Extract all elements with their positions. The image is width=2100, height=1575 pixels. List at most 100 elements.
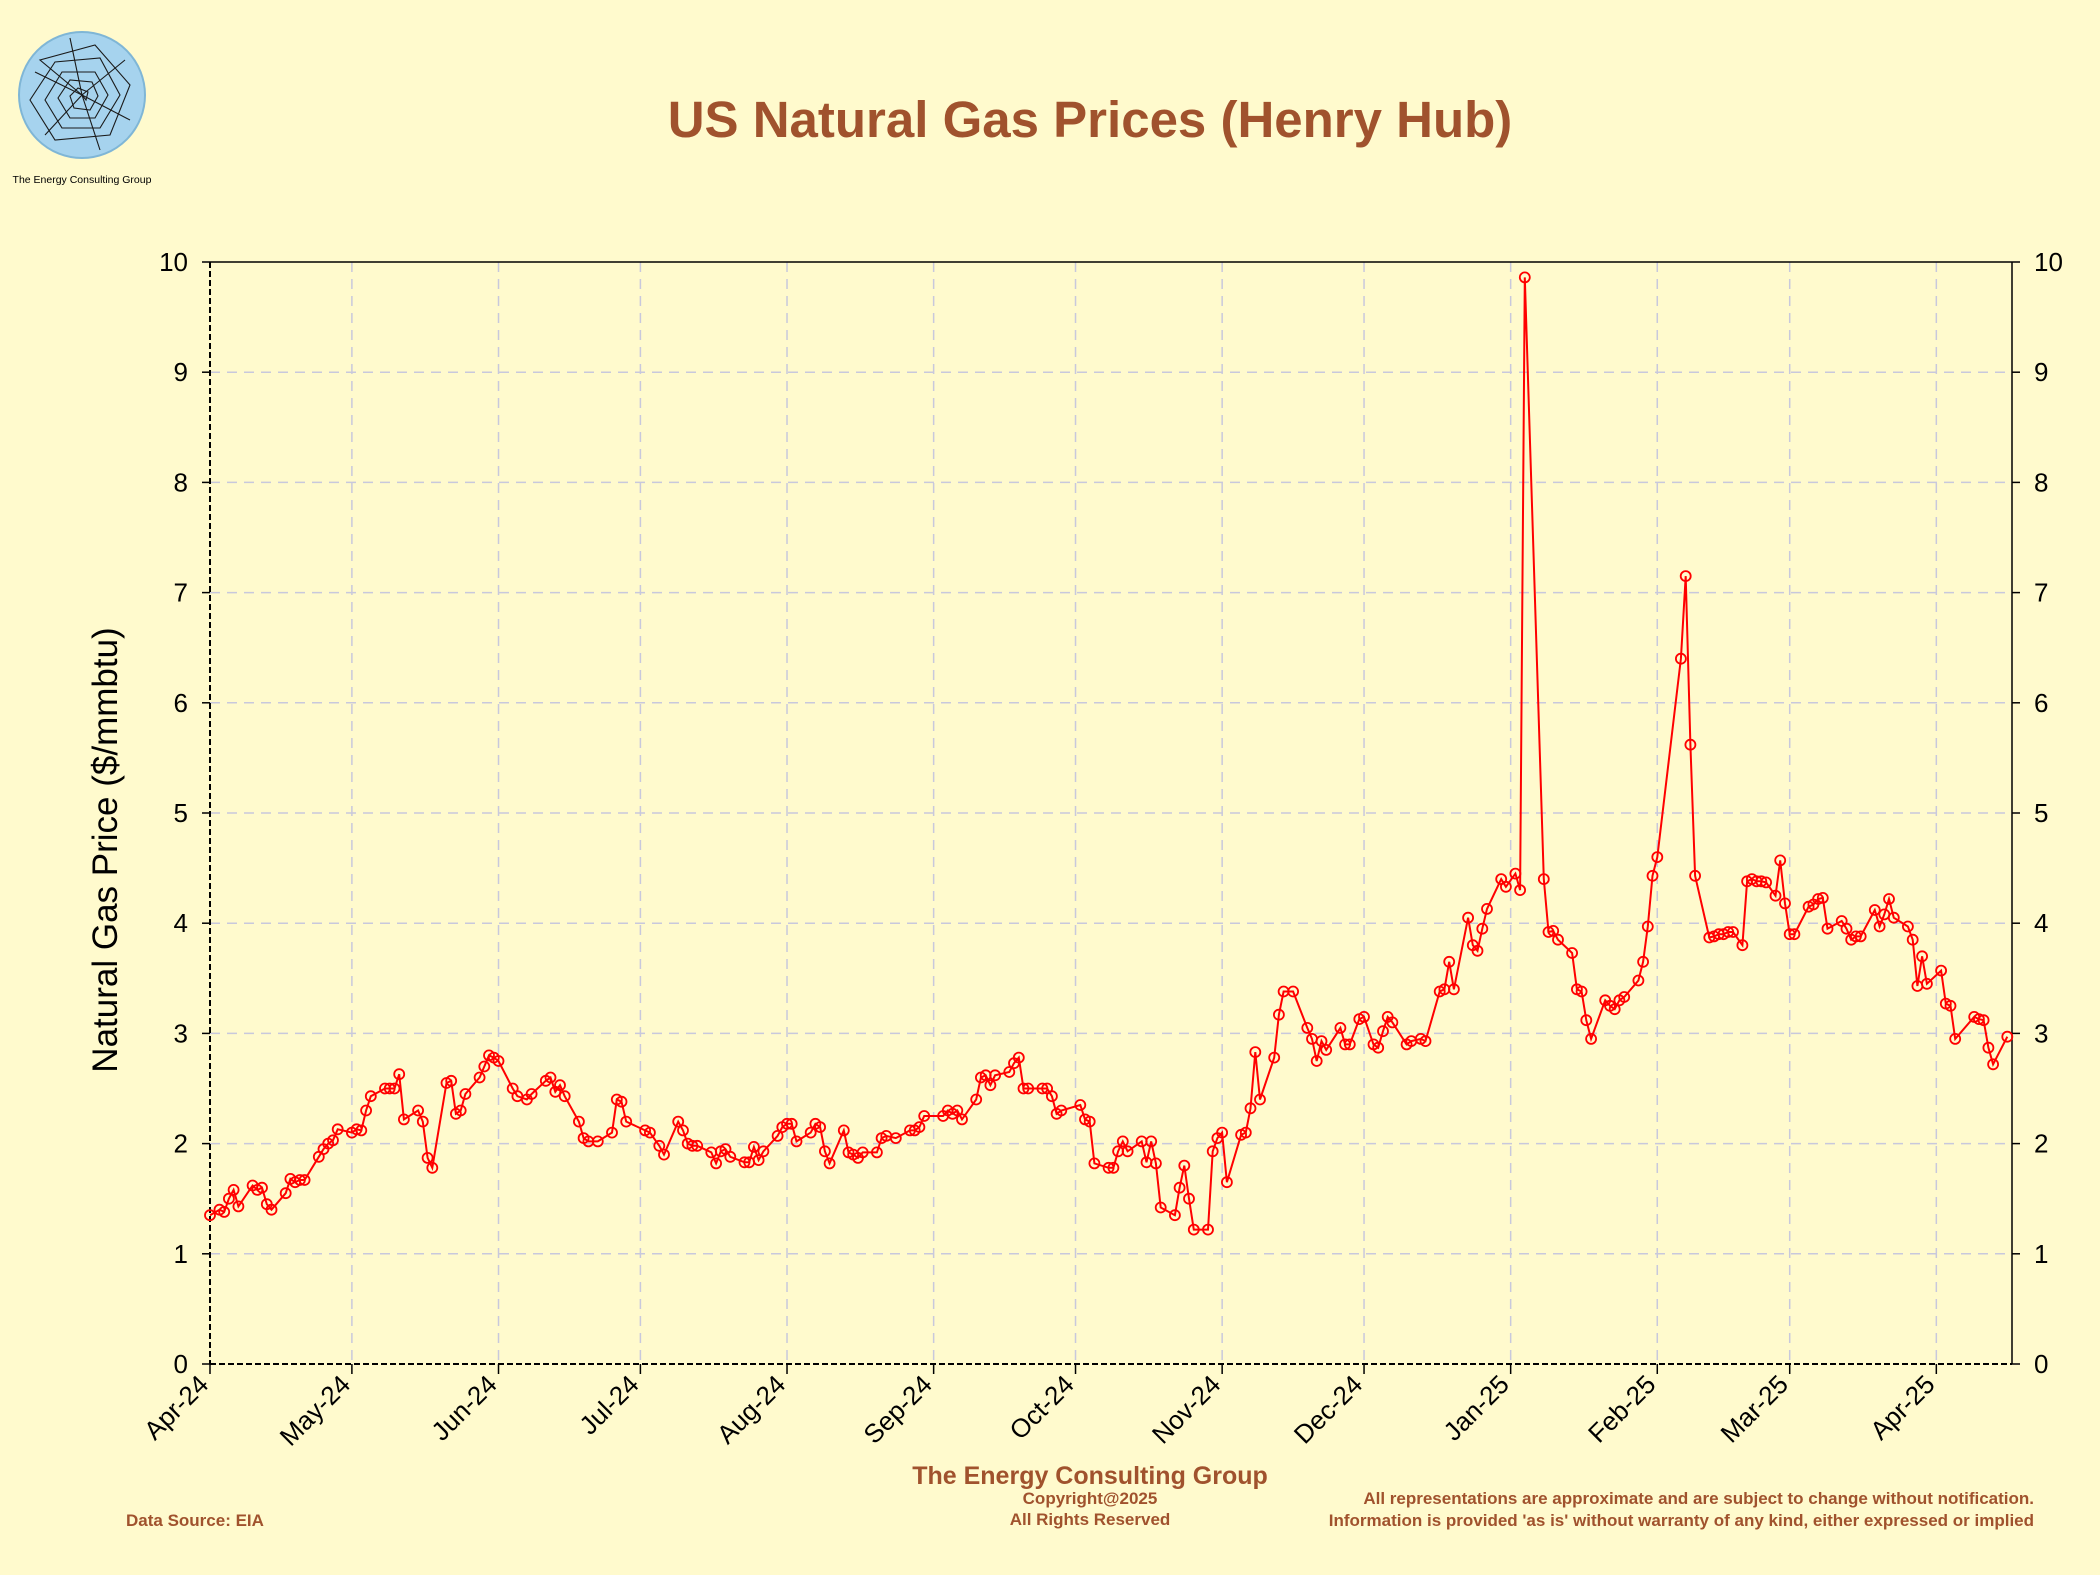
data-point: [1982, 1041, 1995, 1054]
footer-company: The Energy Consulting Group: [912, 1462, 1268, 1490]
data-point: [738, 1156, 751, 1169]
data-point: [1386, 1016, 1399, 1029]
data-point: [1471, 944, 1484, 957]
data-point: [1017, 1082, 1030, 1095]
data-point: [2001, 1030, 2014, 1043]
data-point: [1216, 1126, 1228, 1139]
data-point: [1107, 1161, 1120, 1174]
data-point: [1873, 920, 1886, 933]
data-point: [984, 1079, 997, 1092]
data-point: [426, 1161, 439, 1174]
data-point: [1552, 933, 1564, 946]
footer-data-source: Data Source: EIA: [126, 1511, 264, 1530]
data-point: [1372, 1041, 1385, 1054]
logo-caption: The Energy Consulting Group: [13, 174, 152, 186]
y-tick-label-right: 0: [2034, 1349, 2048, 1379]
data-point: [591, 1135, 604, 1148]
y-tick-label-right: 9: [2034, 357, 2048, 387]
data-point: [691, 1139, 704, 1152]
data-point: [1187, 1223, 1200, 1236]
data-point: [1046, 1090, 1058, 1103]
x-tick-label: Apr-25: [1864, 1369, 1940, 1445]
data-point: [1254, 1093, 1266, 1106]
data-point: [360, 1104, 373, 1117]
data-point: [1334, 1022, 1347, 1034]
data-point: [1169, 1209, 1181, 1222]
data-point: [951, 1104, 964, 1117]
y-tick-label: 3: [174, 1018, 188, 1048]
x-tick-label: Apr-24: [138, 1369, 214, 1445]
data-point: [620, 1115, 633, 1128]
data-point: [1102, 1161, 1115, 1174]
company-logo: The Energy Consulting Group: [13, 31, 152, 186]
data-point: [388, 1082, 401, 1095]
data-point: [771, 1130, 784, 1142]
data-point: [478, 1060, 491, 1073]
data-point: [232, 1200, 245, 1213]
data-point: [1022, 1082, 1035, 1095]
data-point: [1618, 991, 1631, 1003]
x-tick-label: Jun-24: [425, 1369, 502, 1446]
data-point: [1419, 1035, 1432, 1047]
data-point: [790, 1135, 803, 1148]
data-point: [1268, 1051, 1281, 1064]
data-point: [871, 1146, 883, 1159]
data-point: [1675, 652, 1687, 665]
data-point: [1154, 1201, 1167, 1214]
data-point: [1518, 271, 1531, 284]
data-point: [1774, 854, 1787, 867]
x-tick-label: Dec-24: [1288, 1369, 1368, 1449]
data-point: [1850, 930, 1862, 943]
data-point: [1249, 1046, 1262, 1058]
footer-copyright: Copyright@2025: [1023, 1489, 1158, 1508]
data-point: [1722, 926, 1735, 938]
footer-disclaimer-2: Information is provided 'as is' without …: [1329, 1511, 2034, 1530]
data-point: [1183, 1192, 1195, 1205]
data-point: [1944, 999, 1957, 1012]
x-tick-label: Feb-25: [1582, 1369, 1661, 1448]
data-point: [1173, 1181, 1186, 1194]
data-point: [918, 1110, 931, 1122]
y-tick-label-right: 3: [2034, 1018, 2048, 1048]
data-point: [1074, 1099, 1087, 1111]
data-point: [1003, 1066, 1016, 1078]
data-point: [1977, 1014, 1990, 1027]
y-tick-label-right: 8: [2034, 467, 2048, 497]
data-point: [1012, 1051, 1025, 1064]
data-point: [1783, 928, 1796, 941]
data-point: [1887, 911, 1900, 924]
data-point: [1935, 964, 1947, 977]
data-point: [1637, 955, 1649, 968]
data-point: [1973, 1013, 1985, 1025]
data-point: [1339, 1038, 1351, 1051]
series-price: [204, 271, 2014, 1236]
data-point: [364, 1090, 377, 1103]
y-tick-label-right: 1: [2034, 1239, 2048, 1269]
y-tick-label: 1: [174, 1239, 188, 1269]
series-line: [209, 277, 2009, 1231]
data-point: [672, 1115, 685, 1128]
data-point: [1448, 983, 1460, 996]
data-point: [1462, 911, 1474, 924]
data-point: [1906, 933, 1919, 946]
data-point: [355, 1124, 368, 1137]
data-point: [724, 1150, 737, 1163]
data-point: [1514, 884, 1526, 896]
data-point: [1542, 926, 1555, 938]
data-point: [615, 1095, 628, 1108]
data-point: [1320, 1044, 1333, 1056]
data-point: [1868, 904, 1881, 916]
data-point: [785, 1117, 798, 1130]
data-point: [1481, 903, 1493, 915]
x-tick-label: Jul-24: [573, 1369, 644, 1440]
data-point: [331, 1123, 344, 1136]
data-point: [298, 1174, 311, 1186]
data-point: [1812, 893, 1824, 905]
data-point: [804, 1126, 817, 1139]
data-point: [1244, 1102, 1257, 1115]
data-point: [1821, 922, 1834, 935]
data-point: [1641, 920, 1654, 933]
data-point: [1547, 925, 1560, 937]
data-point: [1036, 1082, 1049, 1095]
data-point: [1580, 1014, 1593, 1027]
